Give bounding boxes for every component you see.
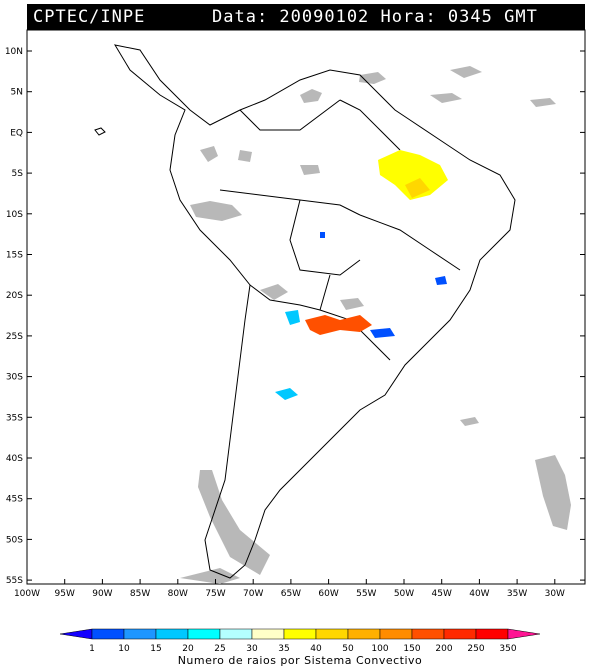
lat-label: 15S bbox=[6, 251, 23, 261]
lon-label: 40W bbox=[469, 589, 489, 599]
colorbar-swatch bbox=[443, 628, 477, 640]
lon-label: 55W bbox=[356, 589, 376, 599]
system-ne-brazil bbox=[378, 150, 448, 200]
colorbar-tick: 50 bbox=[342, 644, 354, 654]
convective-systems bbox=[275, 150, 448, 400]
lat-label: 5N bbox=[11, 88, 23, 98]
lat-label: 30S bbox=[6, 373, 23, 383]
lat-label: 10S bbox=[6, 210, 23, 220]
lon-label: 80W bbox=[168, 589, 188, 599]
colorbar-swatch bbox=[507, 628, 541, 640]
colorbar-swatch bbox=[219, 628, 253, 640]
colorbar-swatch bbox=[59, 628, 93, 640]
colorbar-swatch bbox=[315, 628, 349, 640]
lon-label: 30W bbox=[545, 589, 565, 599]
colorbar-swatch bbox=[379, 628, 413, 640]
colorbar-swatch bbox=[123, 628, 157, 640]
lon-label: 95W bbox=[55, 589, 75, 599]
colorbar-tick: 350 bbox=[499, 644, 516, 654]
coastlines bbox=[94, 44, 516, 579]
colorbar-tick: 100 bbox=[371, 644, 388, 654]
lat-label: 40S bbox=[6, 454, 23, 464]
lon-label: 85W bbox=[130, 589, 150, 599]
colorbar-swatch bbox=[347, 628, 381, 640]
lat-label: 55S bbox=[6, 576, 23, 586]
colorbar-swatch bbox=[251, 628, 285, 640]
colorbar-swatch bbox=[155, 628, 189, 640]
colorbar-swatch bbox=[411, 628, 445, 640]
colorbar-tick: 20 bbox=[182, 644, 194, 654]
lon-label: 50W bbox=[394, 589, 414, 599]
lon-label: 70W bbox=[243, 589, 263, 599]
colorbar-label: Numero de raios por Sistema Convectivo bbox=[177, 654, 423, 667]
lon-label: 65W bbox=[281, 589, 301, 599]
lon-label: 100W bbox=[14, 589, 40, 599]
lon-label: 60W bbox=[318, 589, 338, 599]
agency-label: CPTEC/INPE bbox=[33, 7, 146, 27]
lat-label: 5S bbox=[12, 169, 24, 179]
lat-label: 50S bbox=[6, 535, 23, 545]
colorbar-tick: 10 bbox=[118, 644, 130, 654]
longitude-axis: 100W 95W 90W 85W 80W 75W 70W 65W 60W 55W 50W 45W 40W… bbox=[14, 579, 565, 599]
colorbar-swatch bbox=[91, 628, 125, 640]
colorbar-swatch bbox=[475, 628, 509, 640]
lon-label: 75W bbox=[205, 589, 225, 599]
lon-label: 35W bbox=[507, 589, 527, 599]
colorbar-tick: 150 bbox=[403, 644, 420, 654]
system-argentina-2 bbox=[275, 388, 298, 400]
system-south-brazil-2 bbox=[435, 276, 447, 285]
lon-label: 90W bbox=[92, 589, 112, 599]
colorbar-swatch bbox=[283, 628, 317, 640]
system-central bbox=[320, 232, 325, 238]
colorbar: 1 10 15 20 25 30 35 40 50 100 150 200 250 350 bbox=[59, 628, 541, 654]
colorbar-tick: 35 bbox=[278, 644, 289, 654]
colorbar-tick: 1 bbox=[89, 644, 95, 654]
system-south-brazil bbox=[370, 328, 395, 338]
latitude-axis: 10N 5N EQ 5S 10S 15S 20S 25S 30S 35S 40S 45S 50S 55S bbox=[5, 47, 585, 586]
system-paraguay bbox=[305, 315, 372, 335]
colorbar-tick: 25 bbox=[214, 644, 225, 654]
colorbar-tick: 250 bbox=[467, 644, 484, 654]
colorbar-tick: 200 bbox=[435, 644, 452, 654]
system-ne-brazil-core bbox=[405, 178, 430, 198]
title-bar: CPTEC/INPE Data: 20090102 Hora: 0345 GMT bbox=[27, 4, 585, 30]
lat-label: EQ bbox=[10, 128, 23, 138]
lat-label: 20S bbox=[6, 291, 23, 301]
cloud-cover bbox=[180, 66, 571, 584]
colorbar-swatch bbox=[187, 628, 221, 640]
lon-label: 45W bbox=[432, 589, 452, 599]
colorbar-tick: 40 bbox=[310, 644, 322, 654]
lat-label: 35S bbox=[6, 413, 23, 423]
colorbar-tick: 30 bbox=[246, 644, 258, 654]
colorbar-tick: 15 bbox=[150, 644, 161, 654]
lat-label: 10N bbox=[5, 47, 23, 57]
lat-label: 25S bbox=[6, 332, 23, 342]
datetime-label: Data: 20090102 Hora: 0345 GMT bbox=[212, 7, 538, 27]
lat-label: 45S bbox=[6, 495, 23, 505]
system-argentina-1 bbox=[285, 310, 300, 325]
